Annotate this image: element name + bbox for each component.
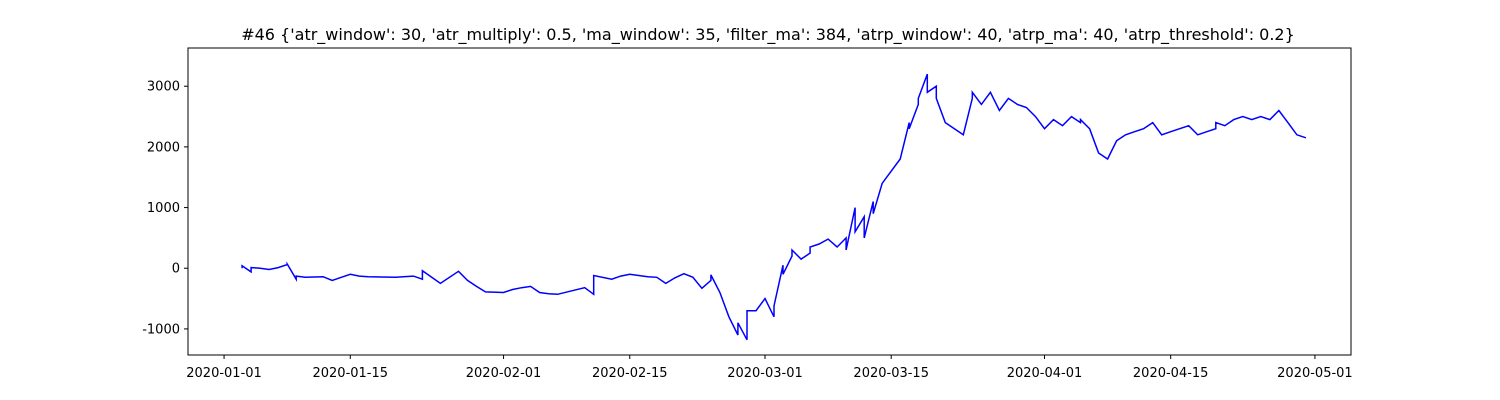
- x-axis: 2020-01-01 2020-01-15 2020-02-01 2020-02-15…: [186, 355, 1353, 381]
- x-tick-label: 2020-02-15: [592, 366, 668, 381]
- y-tick-label: -1000: [142, 322, 180, 337]
- x-tick-label: 2020-04-15: [1133, 366, 1209, 381]
- chart-title: #46 {'atr_window': 30, 'atr_multiply': 0…: [241, 25, 1295, 45]
- x-tick-label: 2020-01-01: [186, 366, 262, 381]
- y-tick-label: 1000: [147, 201, 180, 216]
- x-tick-label: 2020-04-01: [1007, 366, 1083, 381]
- x-tick-label: 2020-03-01: [727, 366, 803, 381]
- x-tick-label: 2020-03-15: [853, 366, 929, 381]
- x-tick-label: 2020-02-01: [466, 366, 542, 381]
- y-tick-label: 2000: [147, 140, 180, 155]
- series-line: [241, 73, 1307, 341]
- x-tick-label: 2020-05-01: [1277, 366, 1353, 381]
- x-tick-label: 2020-01-15: [312, 366, 388, 381]
- y-tick-label: 0: [172, 262, 180, 277]
- plot-frame: [187, 47, 1352, 356]
- y-axis: -1000 0 1000 2000 3000: [142, 80, 188, 337]
- y-tick-label: 3000: [147, 80, 180, 95]
